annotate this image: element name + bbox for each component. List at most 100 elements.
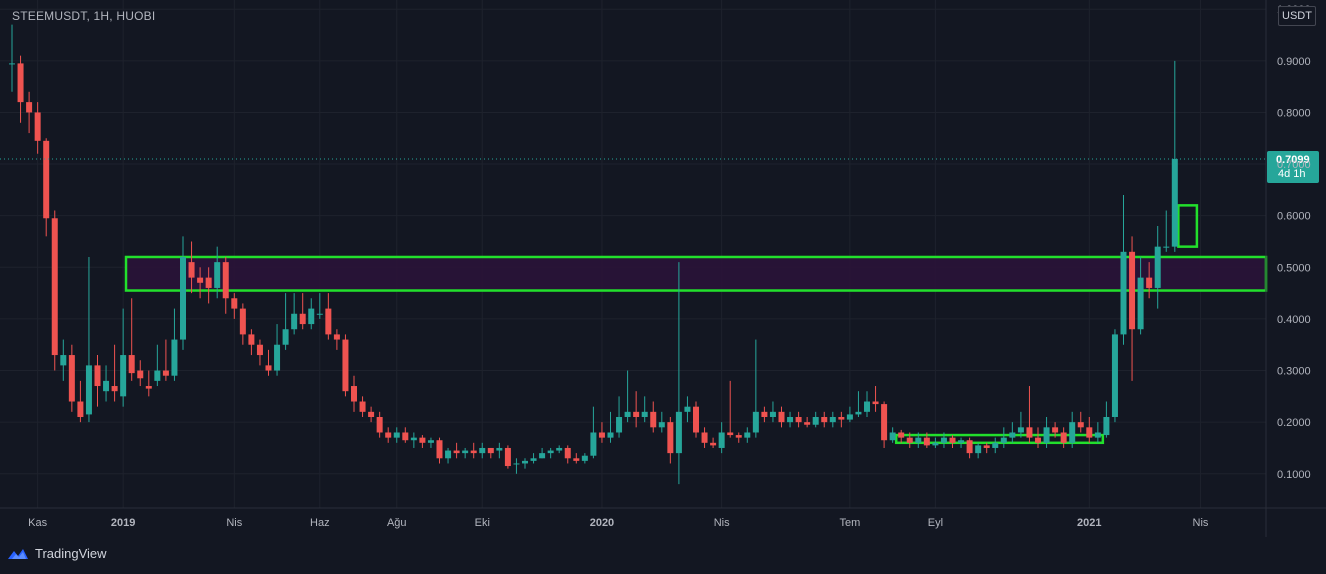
- candle: [376, 411, 383, 438]
- candle-body: [333, 334, 340, 340]
- candle: [769, 401, 776, 423]
- candle: [864, 391, 870, 417]
- time-tick-label: Eki: [475, 517, 490, 529]
- candle: [744, 427, 751, 443]
- candle: [94, 355, 101, 407]
- candle: [1077, 411, 1084, 433]
- candle-body: [855, 411, 862, 415]
- time-tick-label: Nis: [714, 517, 730, 529]
- candle-body: [590, 432, 597, 456]
- price-tick-label: 0.1000: [1277, 469, 1311, 481]
- candle-body: [1154, 246, 1161, 288]
- candle-body: [385, 432, 392, 438]
- candle-body: [940, 437, 947, 443]
- candle-body: [1017, 427, 1024, 433]
- candle: [154, 344, 161, 387]
- time-tick-label: Kas: [28, 517, 47, 529]
- candle: [496, 442, 503, 459]
- candle: [829, 411, 836, 428]
- candle-body: [1120, 251, 1127, 335]
- candle: [77, 380, 84, 423]
- candle: [556, 445, 563, 454]
- candle: [906, 432, 913, 448]
- candle: [197, 267, 204, 299]
- candle: [727, 380, 734, 438]
- candle: [633, 391, 640, 428]
- candle: [231, 293, 238, 319]
- candle-body: [299, 313, 306, 325]
- candle-body: [496, 447, 503, 451]
- candle: [958, 437, 965, 448]
- candle-body: [94, 365, 101, 387]
- candle-body: [436, 440, 443, 459]
- candle: [898, 429, 905, 443]
- candle-body: [77, 401, 84, 417]
- candle: [607, 411, 614, 443]
- currency-button[interactable]: USDT: [1278, 6, 1316, 26]
- candle-body: [684, 406, 691, 412]
- candle: [812, 411, 819, 428]
- candle-body: [821, 416, 828, 423]
- candle: [103, 365, 110, 402]
- drawn-zones: [124, 204, 1268, 445]
- price-axis[interactable]: 0.1000 0.2000 0.3000 0.4000 0.5000 0.6000 0.70…: [1265, 0, 1311, 537]
- price-tick-label: 0.8000: [1277, 107, 1311, 119]
- candle-body: [316, 313, 323, 315]
- candle-body: [1009, 432, 1016, 438]
- candle: [419, 435, 426, 448]
- candle: [68, 344, 75, 412]
- candle: [539, 447, 546, 459]
- candle-body: [513, 463, 520, 465]
- price-tick-label: 0.7000: [1277, 159, 1311, 171]
- candle: [992, 437, 999, 454]
- candle-body: [154, 370, 161, 381]
- candle: [1171, 60, 1178, 252]
- time-tick-label: 2021: [1077, 517, 1101, 529]
- candle: [120, 308, 127, 407]
- candle-body: [265, 365, 272, 371]
- candle: [282, 293, 289, 350]
- time-tick-label: 2020: [590, 517, 614, 529]
- candle: [718, 422, 725, 454]
- tradingview-logo-icon: [8, 548, 28, 559]
- candle: [693, 401, 699, 438]
- candle-body: [214, 262, 221, 288]
- candle-body: [9, 63, 15, 65]
- candle: [1060, 427, 1067, 448]
- candle-body: [838, 416, 845, 420]
- candle-body: [932, 442, 939, 446]
- candle: [761, 406, 768, 423]
- candle-body: [889, 432, 896, 441]
- candle-body: [744, 432, 751, 438]
- candle-body: [26, 102, 33, 113]
- candle-body: [983, 445, 990, 448]
- candle-body: [864, 401, 870, 412]
- candle-body: [1026, 427, 1033, 438]
- candle: [265, 349, 272, 376]
- candle-body: [111, 386, 118, 392]
- price-chart[interactable]: 0.7099 4d 1h 0.1000 0.2000 0.3000 0.4000 0.50…: [0, 0, 1326, 537]
- candle-body: [1043, 427, 1050, 443]
- candle-body: [51, 218, 58, 356]
- time-axis[interactable]: Kas 2019 Nis Haz Ağu Eki 2020 Nis Tem Eyl 2021 Nis: [0, 507, 1326, 529]
- candle: [427, 437, 434, 448]
- candle: [821, 411, 828, 428]
- candle: [667, 416, 674, 464]
- candle: [171, 308, 178, 381]
- candle: [222, 256, 229, 314]
- candle-body: [761, 411, 768, 417]
- candle-body: [701, 432, 708, 443]
- candle-body: [641, 411, 648, 417]
- candle-body: [1052, 427, 1059, 433]
- candle: [522, 458, 528, 469]
- candle-body: [547, 450, 554, 454]
- candle: [778, 406, 785, 428]
- candle: [1026, 386, 1033, 443]
- candle: [675, 262, 682, 485]
- price-tick-label: 0.9000: [1277, 56, 1311, 68]
- last-price-label-bg: [1267, 150, 1319, 183]
- price-tick-label: 0.6000: [1277, 211, 1311, 223]
- tradingview-brand[interactable]: TradingView: [7, 546, 107, 561]
- candle: [487, 447, 494, 459]
- candle: [650, 401, 657, 433]
